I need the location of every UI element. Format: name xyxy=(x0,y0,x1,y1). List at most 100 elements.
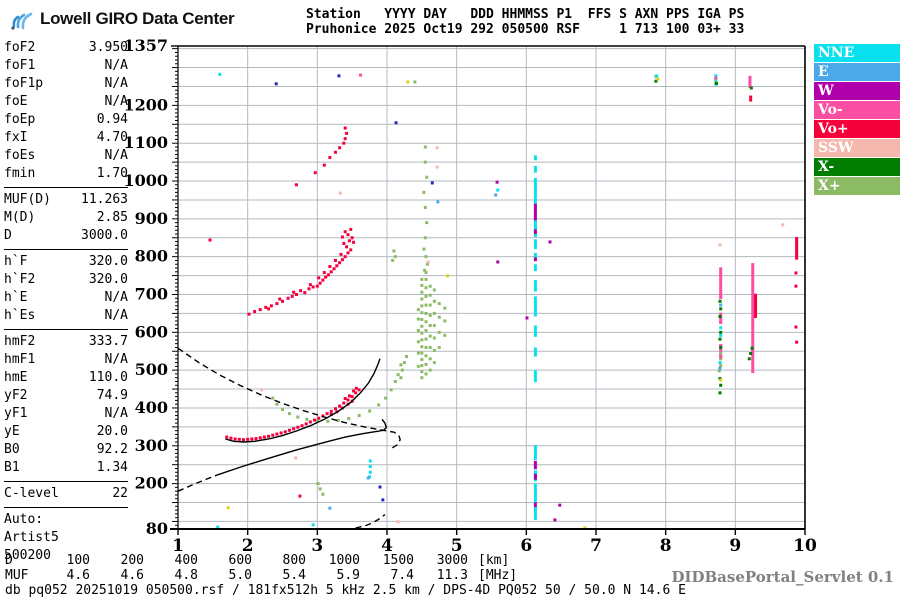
parameter-value: N/A xyxy=(104,290,128,305)
parameter-value: 0.94 xyxy=(96,112,128,127)
y-axis-tick-label: 900 xyxy=(135,209,168,228)
parameter-value: 2.85 xyxy=(96,210,128,225)
parameter-row-he: h`E N/A xyxy=(4,289,128,307)
parameter-label: foE xyxy=(4,94,28,109)
legend-label: SSW xyxy=(818,140,854,156)
parameter-value: 20.0 xyxy=(96,424,128,439)
echo-points-layer xyxy=(208,72,799,530)
footer-value: 800 xyxy=(282,553,306,568)
measurement-info-line: db pq052 20251019 050500.rsf / 181fx512h… xyxy=(5,583,686,598)
footer-value: 100 xyxy=(66,553,90,568)
giro-wave-icon xyxy=(11,12,33,30)
x-axis-tick-label: 6 xyxy=(520,536,532,556)
parameter-row-foes: foEs N/A xyxy=(4,147,128,165)
legend-item-vominus: Vo- xyxy=(814,101,900,119)
parameter-label: yF1 xyxy=(4,406,28,421)
footer-value: 400 xyxy=(174,553,198,568)
parameter-value: N/A xyxy=(104,148,128,163)
legend-label: Vo- xyxy=(818,102,843,118)
parameter-row-hme: hmE 110.0 xyxy=(4,369,128,387)
scaled-parameters-panel: foF2 3.950 foF1 N/A foF1p N/A foE N/A foEp 0.94 fx… xyxy=(4,39,128,565)
parameter-value: N/A xyxy=(104,308,128,323)
parameter-label: foF2 xyxy=(4,40,36,55)
parameter-value: N/A xyxy=(104,352,128,367)
servlet-version-label: DIDBasePortal_Servlet 0.1 xyxy=(671,568,894,586)
panel-divider xyxy=(4,481,128,482)
legend-label: X+ xyxy=(818,178,841,194)
parameter-value: N/A xyxy=(104,58,128,73)
footer-row-label: D xyxy=(5,553,13,568)
parameter-row-hes: h`Es N/A xyxy=(4,307,128,325)
header-line-2: Pruhonice 2025 Oct19 292 050500 RSF 1 71… xyxy=(306,22,745,37)
parameter-row-yf1: yF1 N/A xyxy=(4,405,128,423)
autoscaling-info-line: Artist5 xyxy=(4,530,59,545)
parameter-label: M(D) xyxy=(4,210,36,225)
y-axis-tick-label: 300 xyxy=(135,436,168,455)
parameter-label: h`F xyxy=(4,254,28,269)
legend-item-ssw: SSW xyxy=(814,139,900,157)
x-axis-tick-label: 3 xyxy=(311,536,323,556)
logo-text: Lowell GIRO Data Center xyxy=(40,9,235,28)
footer-value: 4.8 xyxy=(174,568,198,583)
y-axis-tick-label: 80 xyxy=(146,519,168,538)
parameter-label: foEs xyxy=(4,148,36,163)
parameter-label: fxI xyxy=(4,130,28,145)
parameter-value: 22 xyxy=(112,486,128,501)
parameter-label: foF1 xyxy=(4,58,36,73)
footer-value: 5.4 xyxy=(282,568,306,583)
legend-item-e: E xyxy=(814,63,900,81)
y-axis-tick-label: 600 xyxy=(135,322,168,341)
legend-label: X- xyxy=(818,159,835,175)
panel-divider xyxy=(4,187,128,188)
panel-divider xyxy=(4,249,128,250)
parameter-value: 92.2 xyxy=(96,442,128,457)
footer-value: 1500 xyxy=(382,553,414,568)
legend-item-voplus: Vo+ xyxy=(814,120,900,138)
footer-unit: [MHz] xyxy=(478,568,518,583)
parameter-row-yf2: yF2 74.9 xyxy=(4,387,128,405)
axes-layer: 1357120011001000900800700600500400300200… xyxy=(123,36,817,556)
parameter-value: 1.70 xyxy=(96,166,128,181)
x-axis-tick-label: 4 xyxy=(381,536,393,556)
profile-extrapolated xyxy=(177,474,217,492)
y-axis-tick-label: 1200 xyxy=(123,95,168,114)
parameter-row-hf2: h`F2 320.0 xyxy=(4,271,128,289)
x-axis-tick-label: 8 xyxy=(660,536,672,556)
x-axis-tick-label: 5 xyxy=(451,536,463,556)
parameter-value: 333.7 xyxy=(88,334,128,349)
legend-label: Vo+ xyxy=(818,121,849,137)
parameter-label: foF1p xyxy=(4,76,44,91)
parameter-label: fmin xyxy=(4,166,36,181)
legend-item-xminus: X- xyxy=(814,158,900,176)
legend-label: W xyxy=(818,83,834,99)
parameter-label: C-level xyxy=(4,486,59,501)
parameter-row-b0: B0 92.2 xyxy=(4,441,128,459)
footer-value: 200 xyxy=(120,553,144,568)
footer-value: 7.4 xyxy=(390,568,414,583)
parameter-row-b1: B1 1.34 xyxy=(4,459,128,477)
x-axis-tick-label: 10 xyxy=(793,536,817,556)
parameter-row-foep: foEp 0.94 xyxy=(4,111,128,129)
y-axis-tick-label: 1100 xyxy=(123,133,168,152)
muf-row: MUF 4.6 4.6 4.8 5.0 5.4 5.9 7.4 11.3 [MHz] xyxy=(5,568,517,583)
footer-value: 600 xyxy=(228,553,252,568)
y-axis-tick-label: 1357 xyxy=(123,36,168,55)
ionogram-header: Station YYYY DAY DDD HHMMSS P1 FFS S AXN… xyxy=(306,7,744,37)
parameter-label: yF2 xyxy=(4,388,28,403)
muf-transmission-curve xyxy=(177,347,401,449)
parameter-label: h`E xyxy=(4,290,28,305)
parameter-row-clevel: C-level 22 xyxy=(4,485,128,503)
legend-item-w: W xyxy=(814,82,900,100)
parameter-value: 3000.0 xyxy=(81,228,128,243)
parameter-value: 4.70 xyxy=(96,130,128,145)
x-axis-tick-label: 1 xyxy=(172,536,184,556)
echo-direction-legend: NNE E W Vo- Vo+ SSW X- X+ xyxy=(814,44,900,196)
parameter-label: h`F2 xyxy=(4,272,36,287)
footer-value: 11.3 xyxy=(436,568,468,583)
footer-value: 5.0 xyxy=(228,568,252,583)
footer-value: 4.6 xyxy=(120,568,144,583)
parameter-value: 74.9 xyxy=(96,388,128,403)
y-axis-tick-label: 200 xyxy=(135,474,168,493)
parameter-value: 1.34 xyxy=(96,460,128,475)
parameter-label: hmE xyxy=(4,370,28,385)
